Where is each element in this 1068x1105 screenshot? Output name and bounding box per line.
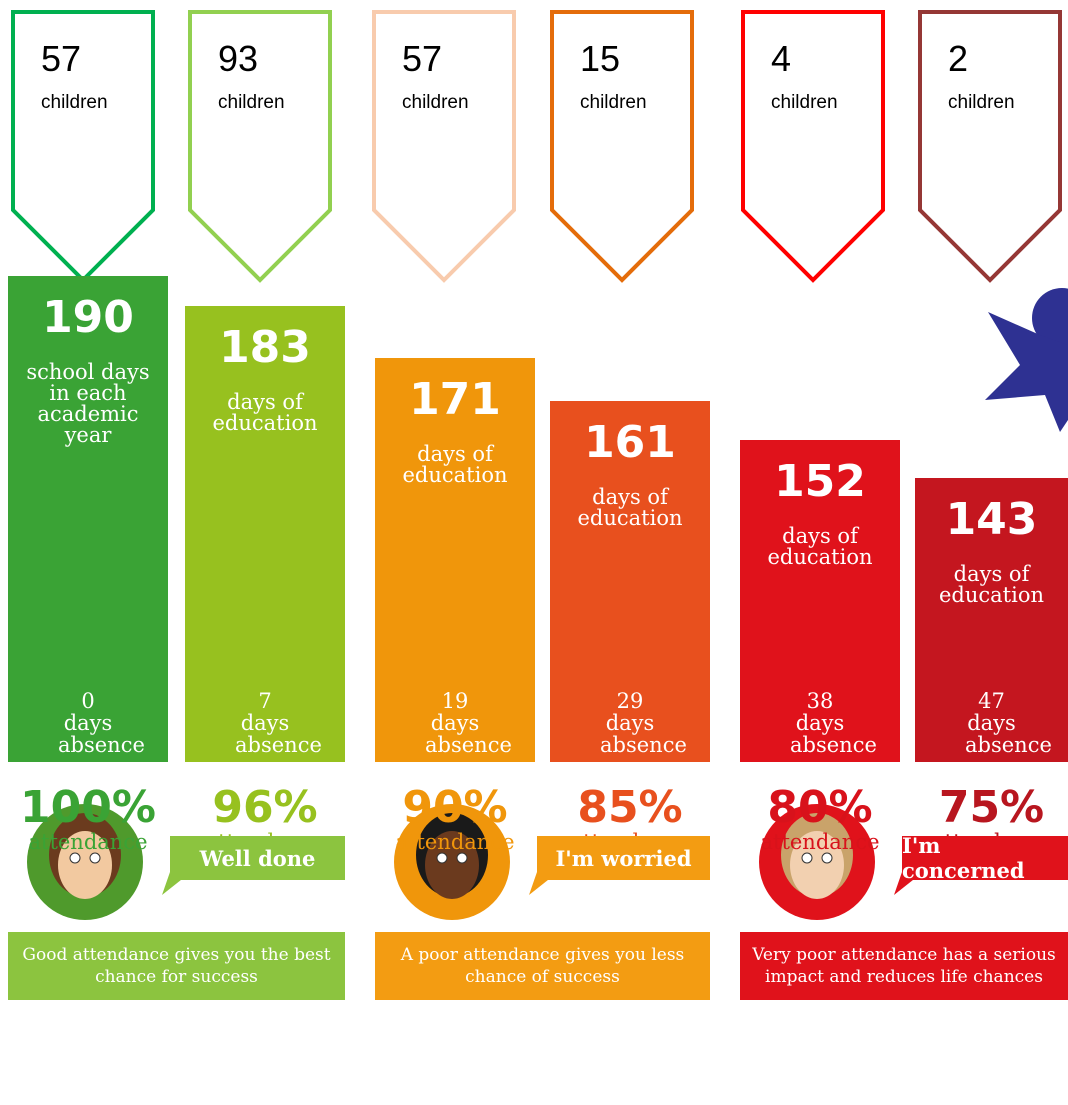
- infographic: 57 children 190 school days in each academi…: [0, 0, 1068, 1105]
- child-count: 57: [41, 38, 81, 80]
- message: A poor attendance gives you less chance …: [375, 932, 710, 1000]
- speech-bubble: I'm concerned: [902, 836, 1068, 880]
- attendance: 75%: [915, 782, 1068, 833]
- attendance-label: attendance: [8, 830, 168, 854]
- child-unit: children: [402, 92, 469, 114]
- days-value: 143: [915, 494, 1068, 545]
- days-label: days of education: [375, 444, 535, 486]
- absence: 0 days absence: [8, 690, 168, 756]
- attendance: 96%: [185, 782, 345, 833]
- child-unit: children: [948, 92, 1015, 114]
- logo: [985, 288, 1068, 432]
- attendance-label: attendance: [740, 830, 900, 854]
- message: Good attendance gives you the best chanc…: [8, 932, 345, 1000]
- child-unit: children: [218, 92, 285, 114]
- child-count: 2: [948, 38, 968, 80]
- marker-shape: [743, 12, 883, 280]
- child-count: 4: [771, 38, 791, 80]
- days-label: school days in each academic year: [8, 362, 168, 446]
- absence: 29 days absence: [550, 690, 710, 756]
- child-count: 93: [218, 38, 258, 80]
- child-unit: children: [41, 92, 108, 114]
- absence: 38 days absence: [740, 690, 900, 756]
- days-value: 171: [375, 374, 535, 425]
- days-value: 152: [740, 456, 900, 507]
- absence: 7 days absence: [185, 690, 345, 756]
- avatar-eye: [457, 853, 467, 863]
- marker-shape: [374, 12, 514, 280]
- child-count: 57: [402, 38, 442, 80]
- days-value: 183: [185, 322, 345, 373]
- avatar-eye: [70, 853, 80, 863]
- absence: 19 days absence: [375, 690, 535, 756]
- message: Very poor attendance has a serious impac…: [740, 932, 1068, 1000]
- attendance-label: attendance: [375, 830, 535, 854]
- avatar-eye: [822, 853, 832, 863]
- speech-bubble: I'm worried: [537, 836, 710, 880]
- attendance: 100%: [8, 782, 168, 833]
- days-label: days of education: [740, 526, 900, 568]
- avatar-eye: [437, 853, 447, 863]
- days-label: days of education: [185, 392, 345, 434]
- child-unit: children: [771, 92, 838, 114]
- days-label: days of education: [550, 487, 710, 529]
- avatar-eye: [802, 853, 812, 863]
- marker-shape: [13, 12, 153, 280]
- marker-shape: [552, 12, 692, 280]
- attendance: 85%: [550, 782, 710, 833]
- child-count: 15: [580, 38, 620, 80]
- speech-bubble: Well done: [170, 836, 345, 880]
- attendance: 90%: [375, 782, 535, 833]
- marker-shape: [920, 12, 1060, 280]
- avatar-eye: [90, 853, 100, 863]
- marker-shape: [190, 12, 330, 280]
- attendance: 80%: [740, 782, 900, 833]
- days-value: 161: [550, 417, 710, 468]
- days-label: days of education: [915, 564, 1068, 606]
- absence: 47 days absence: [915, 690, 1068, 756]
- days-value: 190: [8, 292, 168, 343]
- child-unit: children: [580, 92, 647, 114]
